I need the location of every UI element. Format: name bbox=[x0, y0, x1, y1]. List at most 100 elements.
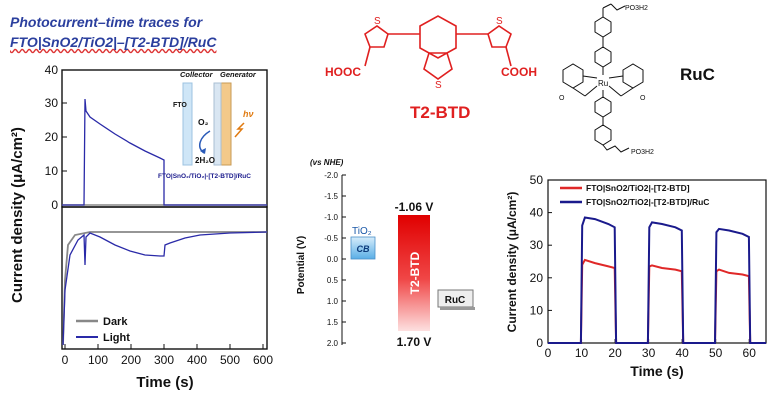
ruc-top-phenyl bbox=[594, 16, 612, 38]
ruc-bottom-phenyl bbox=[594, 124, 612, 146]
t2btd-label: T2-BTD bbox=[410, 103, 470, 122]
tio2-cb-box bbox=[350, 236, 376, 260]
inset-collector-label: Collector bbox=[180, 70, 214, 79]
left-y-ticks: 40 30 20 10 0 bbox=[45, 63, 67, 212]
inset-h2o-label: 2H₂O bbox=[195, 156, 215, 165]
ruc-top-phosphonate: PO3H2 bbox=[625, 5, 648, 12]
energy-tick-1.0: 1.0 bbox=[327, 297, 339, 306]
legend-t2btd-label: FTO|SnO2/TiO2|-[T2-BTD] bbox=[586, 183, 690, 193]
inset-light-bolt bbox=[234, 122, 245, 138]
energy-tick-2.0: 2.0 bbox=[327, 339, 339, 348]
ruc-structure: PO3H2 Ru O O PO3H2 RuC bbox=[559, 3, 715, 156]
inset-hv-label: hν bbox=[243, 109, 254, 119]
right-y-ticks: 0 10 20 30 40 50 bbox=[530, 173, 552, 350]
ruc-bottom-pyridine bbox=[594, 96, 612, 118]
energy-tick-m2.0: -2.0 bbox=[324, 171, 338, 180]
t2btd-energy-bar bbox=[398, 215, 430, 331]
right-y-tick-label: 30 bbox=[530, 238, 544, 252]
dye-bottom-value: 1.70 V bbox=[397, 335, 432, 349]
ruc-label: RuC bbox=[680, 65, 715, 84]
title-line-1: Photocurrent–time traces for bbox=[10, 14, 203, 30]
ruc-left-o: O bbox=[559, 95, 565, 102]
x-tick-500: 500 bbox=[220, 353, 240, 367]
dye-top-value: -1.06 V bbox=[395, 200, 434, 214]
inset-o2-label: O₂ bbox=[198, 117, 209, 127]
energy-tick-m0.5: -0.5 bbox=[324, 234, 338, 243]
x-tick-400: 400 bbox=[187, 353, 207, 367]
ruc-right-o: O bbox=[640, 95, 646, 102]
tio2-cb-label: CB bbox=[357, 244, 370, 254]
right-x-tick-label: 60 bbox=[743, 346, 757, 360]
right-photocurrent-chart: 0 10 20 30 40 50 0 10 20 30 40 50 60 Time (s) Curre… bbox=[505, 173, 767, 379]
right-series bbox=[548, 216, 766, 344]
y-tick-10: 10 bbox=[45, 164, 59, 178]
right-y-tick-label: 20 bbox=[530, 271, 544, 285]
right-x-tick-label: 10 bbox=[575, 346, 589, 360]
right-thiophene-ring bbox=[487, 25, 512, 48]
y-tick-40: 40 bbox=[45, 63, 59, 77]
y-tick-0: 0 bbox=[51, 198, 58, 212]
inset-generator-fto bbox=[213, 82, 222, 166]
figure-title: Photocurrent–time traces for FTO|SnO2/Ti… bbox=[10, 12, 310, 52]
bottom-dark-trace bbox=[62, 231, 267, 346]
bottom-light-trace bbox=[62, 231, 268, 346]
inset-generator-label: Generator bbox=[220, 70, 257, 79]
bottom-panel-frame bbox=[61, 206, 268, 350]
ruc-box-shadow bbox=[440, 307, 475, 310]
x-tick-200: 200 bbox=[121, 353, 141, 367]
right-x-tick-label: 0 bbox=[545, 346, 552, 360]
t2btd-structure: S S S HOOC COOH T2-BTD bbox=[325, 15, 537, 122]
energy-tick-0.5: 0.5 bbox=[327, 276, 339, 285]
ruc-left-ring bbox=[562, 63, 584, 89]
ruc-right-ring bbox=[622, 63, 644, 89]
left-y-axis-label: Current density (μA/cm²) bbox=[9, 127, 26, 303]
dye-bar-label: T2-BTD bbox=[408, 251, 422, 294]
energy-vs-nhe: (vs NHE) bbox=[310, 158, 344, 167]
x-tick-0: 0 bbox=[62, 353, 69, 367]
right-thiophene-s: S bbox=[496, 16, 503, 27]
right-x-axis-label: Time (s) bbox=[630, 363, 683, 379]
title-line-2: FTO|SnO2/TiO2|–[T2-BTD]/RuC bbox=[10, 34, 217, 50]
inset-generator-electrode bbox=[220, 82, 232, 166]
right-x-tick-label: 30 bbox=[642, 346, 656, 360]
left-thiophene-ring bbox=[364, 25, 389, 48]
energy-tick-m1.5: -1.5 bbox=[324, 192, 338, 201]
energy-level-diagram: (vs NHE) -2.0 -1.5 -1.0 -0.5 0.0 0.5 1.0… bbox=[296, 158, 475, 349]
inset-arrow-head bbox=[200, 148, 206, 154]
thiadiazole-ring bbox=[423, 52, 453, 80]
left-photocurrent-chart: 40 30 20 10 0 0 100 200 300 400 500 600 … bbox=[9, 63, 273, 391]
legend-t2btd-ruc-label: FTO|SnO2/TiO2|-[T2-BTD]/RuC bbox=[586, 197, 709, 207]
right-series-line-t2btd bbox=[548, 258, 766, 344]
inset-device-label: FTO|SnO₂/TiO₂|-[T2-BTD]/RuC bbox=[158, 173, 251, 180]
thiadiazole-s: S bbox=[435, 80, 442, 91]
top-light-trace bbox=[62, 98, 267, 206]
y-tick-20: 20 bbox=[45, 130, 59, 144]
left-x-axis-label: Time (s) bbox=[136, 374, 193, 391]
legend-dark-label: Dark bbox=[103, 316, 128, 328]
y-tick-30: 30 bbox=[45, 96, 59, 110]
energy-tick-m1.0: -1.0 bbox=[324, 213, 338, 222]
t2btd-left-acid: HOOC bbox=[325, 65, 361, 79]
left-legend: Dark Light bbox=[76, 316, 130, 344]
left-x-ticks: 0 100 200 300 400 500 600 bbox=[62, 344, 273, 367]
inset-fto-label: FTO bbox=[173, 102, 187, 109]
energy-tick-0.0: 0.0 bbox=[327, 255, 339, 264]
ruc-metal-center: Ru bbox=[598, 79, 608, 88]
right-y-axis-label: Current density (μA/cm²) bbox=[505, 192, 519, 333]
t2btd-right-acid: COOH bbox=[501, 65, 537, 79]
left-thiophene-s: S bbox=[374, 16, 381, 27]
energy-tick-1.5: 1.5 bbox=[327, 318, 339, 327]
right-x-tick-label: 20 bbox=[608, 346, 622, 360]
energy-y-ticks: -2.0 -1.5 -1.0 -0.5 0.0 0.5 1.0 1.5 2.0 bbox=[324, 171, 346, 348]
tio2-label: TiO₂ bbox=[352, 226, 372, 237]
right-y-tick-label: 40 bbox=[530, 206, 544, 220]
x-tick-100: 100 bbox=[88, 353, 108, 367]
right-legend: FTO|SnO2/TiO2|-[T2-BTD] FTO|SnO2/TiO2|-[… bbox=[560, 183, 709, 207]
right-plot-frame bbox=[547, 179, 767, 344]
right-y-tick-label: 10 bbox=[530, 303, 544, 317]
ruc-top-pyridine bbox=[594, 46, 612, 68]
x-tick-300: 300 bbox=[154, 353, 174, 367]
inset-cell-schematic: Collector Generator FTO O₂ 2H₂O hν FTO|S… bbox=[158, 70, 257, 180]
legend-light-label: Light bbox=[103, 332, 130, 344]
right-y-tick-label: 50 bbox=[530, 173, 544, 187]
